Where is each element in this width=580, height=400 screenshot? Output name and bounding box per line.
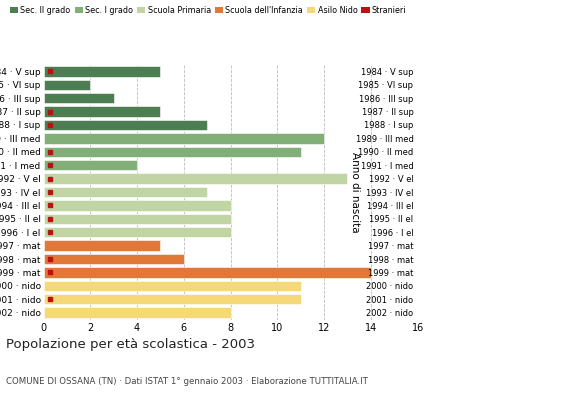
Bar — [44, 66, 161, 76]
Bar — [44, 254, 184, 264]
Bar — [44, 187, 207, 197]
Bar — [44, 267, 371, 278]
Bar — [44, 173, 347, 184]
Bar — [44, 120, 207, 130]
Bar — [44, 280, 300, 291]
Bar — [44, 227, 230, 238]
Bar — [44, 146, 300, 157]
Bar — [44, 133, 324, 144]
Text: Popolazione per età scolastica - 2003: Popolazione per età scolastica - 2003 — [6, 338, 255, 351]
Bar — [44, 160, 137, 170]
Bar — [44, 214, 230, 224]
Bar — [44, 200, 230, 211]
Bar — [44, 240, 161, 251]
Legend: Sec. II grado, Sec. I grado, Scuola Primaria, Scuola dell'Infanzia, Asilo Nido, : Sec. II grado, Sec. I grado, Scuola Prim… — [10, 6, 407, 15]
Bar — [44, 106, 161, 117]
Bar — [44, 93, 114, 104]
Bar — [44, 80, 90, 90]
Bar — [44, 308, 230, 318]
Y-axis label: Anno di nascita: Anno di nascita — [350, 152, 360, 232]
Text: COMUNE DI OSSANA (TN) · Dati ISTAT 1° gennaio 2003 · Elaborazione TUTTITALIA.IT: COMUNE DI OSSANA (TN) · Dati ISTAT 1° ge… — [6, 377, 368, 386]
Bar — [44, 294, 300, 304]
